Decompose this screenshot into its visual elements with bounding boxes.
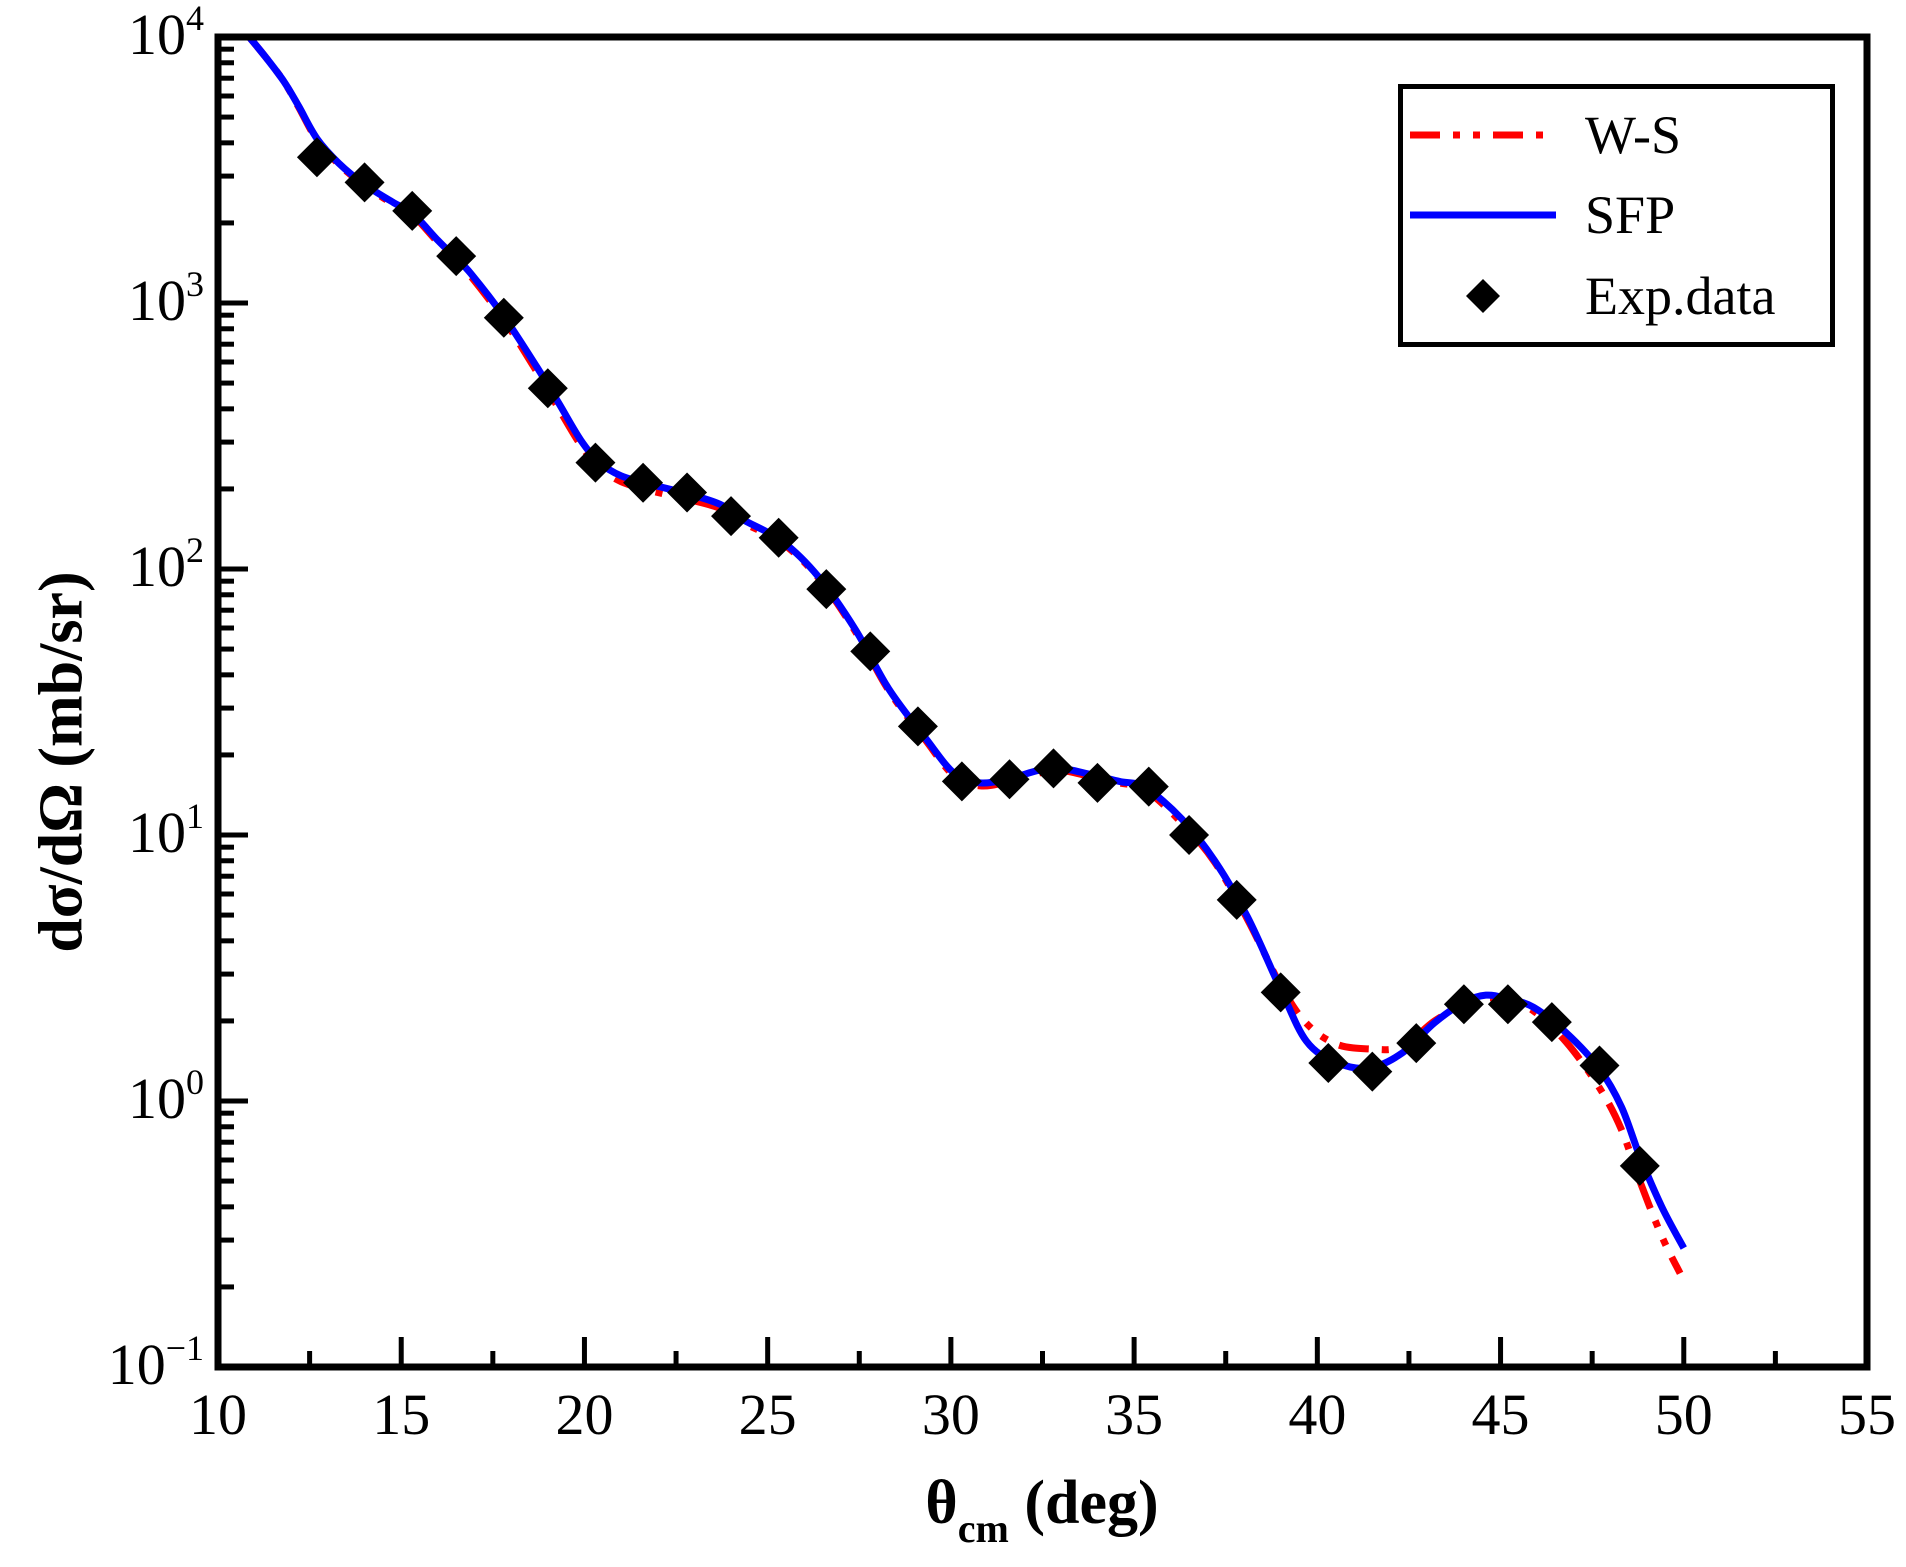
exp-data-point (1033, 748, 1074, 789)
x-axis-title-units: (deg) (1008, 1469, 1159, 1537)
exp-data-markers (296, 137, 1660, 1186)
legend-row-sfp: SFP (1403, 175, 1830, 255)
exp-data-point (623, 462, 664, 503)
exp-data-point (1352, 1051, 1393, 1092)
x-tick-label-45: 45 (1471, 1382, 1530, 1447)
y-tick-label-1e1: 101 (128, 795, 204, 865)
exp-data-point (1308, 1042, 1349, 1083)
exp-data-point (575, 442, 616, 483)
exp-data-point (941, 761, 982, 802)
exp-data-point (1443, 984, 1484, 1025)
x-axis-title: θcm (deg) (802, 1468, 1282, 1551)
exp-data-point (758, 517, 799, 558)
y-tick-label-1e-1: 10−1 (107, 1327, 204, 1397)
x-tick-label-10: 10 (189, 1382, 247, 1447)
exp-data-point (1216, 879, 1257, 920)
legend: W-S SFP Exp.data (1398, 84, 1835, 347)
legend-row-exp: Exp.data (1403, 256, 1830, 336)
exp-data-point (897, 706, 938, 747)
plot-area (214, 33, 1871, 1371)
x-tick-label-20: 20 (555, 1382, 614, 1447)
exp-data-point (1396, 1023, 1437, 1064)
x-tick-label-30: 30 (921, 1382, 980, 1447)
x-tick-label-35: 35 (1105, 1382, 1164, 1447)
exp-data-point (1260, 972, 1301, 1013)
exp-data-point (344, 162, 385, 203)
exp-data-point (1487, 984, 1528, 1025)
legend-label-ws: W-S (1585, 105, 1682, 166)
plot-frame (214, 33, 1871, 1371)
x-tick-label-50: 50 (1654, 1382, 1713, 1447)
exp-data-point (1619, 1145, 1660, 1186)
exp-data-point (1128, 766, 1169, 807)
exp-data-point (392, 190, 433, 231)
exp-data-point (1077, 762, 1118, 803)
exp-data-diamond-icon (1403, 276, 1563, 316)
y-tick-label-1e4: 104 (128, 0, 204, 67)
exp-data-point (989, 759, 1030, 800)
sfp-solid-line-icon (1403, 208, 1563, 222)
y-axis-title: dσ/dΩ (mb/sr) (27, 571, 96, 953)
legend-row-ws: W-S (1403, 95, 1830, 175)
exp-data-point (296, 137, 337, 178)
x-axis-title-subscript: cm (957, 1506, 1009, 1552)
ws-dash-dot-dot-line-icon (1403, 128, 1563, 142)
legend-label-exp: Exp.data (1585, 265, 1776, 326)
y-tick-label-1e2: 102 (128, 529, 204, 599)
exp-data-point (850, 631, 891, 672)
exp-data-point (483, 297, 524, 338)
exp-data-point (1579, 1045, 1620, 1086)
y-tick-label-1e0: 100 (128, 1061, 204, 1131)
exp-data-point (711, 496, 752, 537)
legend-label-sfp: SFP (1585, 185, 1676, 246)
exp-data-point (1531, 1002, 1572, 1043)
exp-data-point (436, 236, 477, 277)
x-axis-title-theta: θ (925, 1469, 958, 1537)
x-tick-label-15: 15 (372, 1382, 431, 1447)
exp-data-point (1169, 815, 1210, 855)
x-tick-label-55: 55 (1838, 1382, 1896, 1447)
x-tick-label-40: 40 (1288, 1382, 1347, 1447)
exp-data-point (667, 472, 708, 513)
y-tick-label-1e3: 103 (128, 263, 204, 333)
plot-canvas (214, 33, 1871, 1371)
x-tick-label-25: 25 (738, 1382, 797, 1447)
exp-data-point (806, 569, 847, 610)
exp-data-point (527, 368, 568, 409)
